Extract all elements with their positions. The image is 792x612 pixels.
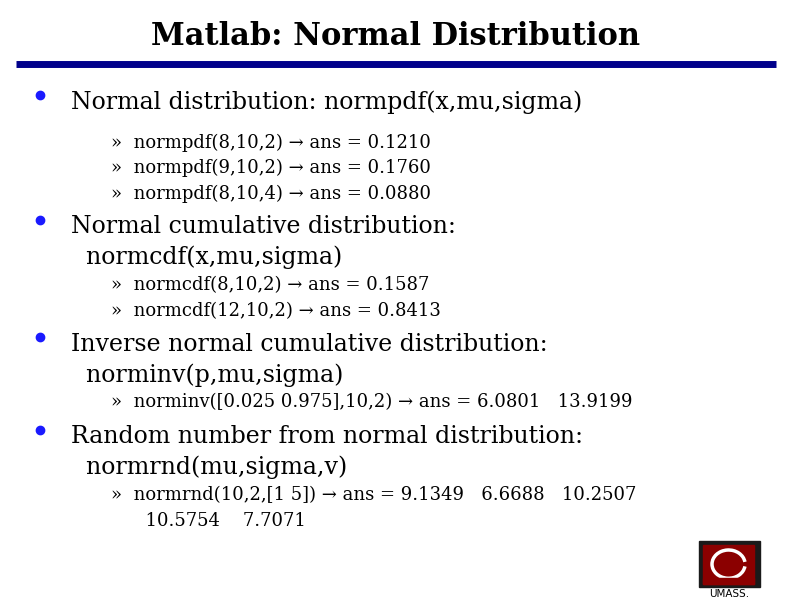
Text: »  norminv([0.025 0.975],10,2) → ans = 6.0801   13.9199: » norminv([0.025 0.975],10,2) → ans = 6.… — [111, 394, 632, 411]
Text: Normal distribution: normpdf(x,mu,sigma): Normal distribution: normpdf(x,mu,sigma) — [71, 91, 583, 114]
Text: »  normpdf(8,10,4) → ans = 0.0880: » normpdf(8,10,4) → ans = 0.0880 — [111, 185, 431, 203]
Text: UMASS.: UMASS. — [710, 589, 749, 599]
Text: »  normpdf(8,10,2) → ans = 0.1210: » normpdf(8,10,2) → ans = 0.1210 — [111, 133, 431, 152]
Bar — [703, 545, 754, 584]
Text: »  normcdf(12,10,2) → ans = 0.8413: » normcdf(12,10,2) → ans = 0.8413 — [111, 302, 441, 319]
Text: »  normrnd(10,2,[1 5]) → ans = 9.1349   6.6688   10.2507: » normrnd(10,2,[1 5]) → ans = 9.1349 6.6… — [111, 486, 636, 504]
Bar — [699, 541, 760, 587]
Text: »  normpdf(9,10,2) → ans = 0.1760: » normpdf(9,10,2) → ans = 0.1760 — [111, 159, 431, 177]
Text: Normal cumulative distribution:
  normcdf(x,mu,sigma): Normal cumulative distribution: normcdf(… — [71, 215, 456, 269]
Text: Matlab: Normal Distribution: Matlab: Normal Distribution — [151, 21, 641, 53]
Bar — [703, 578, 754, 584]
Text: Random number from normal distribution:
  normrnd(mu,sigma,v): Random number from normal distribution: … — [71, 425, 583, 479]
Text: »  normcdf(8,10,2) → ans = 0.1587: » normcdf(8,10,2) → ans = 0.1587 — [111, 276, 429, 294]
Text: Inverse normal cumulative distribution:
  norminv(p,mu,sigma): Inverse normal cumulative distribution: … — [71, 333, 548, 387]
Text: 10.5754    7.7071: 10.5754 7.7071 — [111, 512, 306, 529]
